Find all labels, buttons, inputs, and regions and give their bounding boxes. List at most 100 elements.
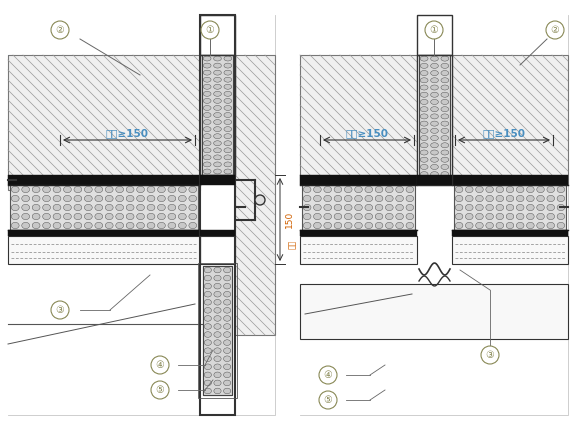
Ellipse shape	[204, 299, 211, 305]
Ellipse shape	[304, 213, 311, 219]
Ellipse shape	[43, 222, 51, 229]
Ellipse shape	[214, 299, 221, 305]
Ellipse shape	[214, 91, 221, 96]
Ellipse shape	[420, 143, 428, 148]
Ellipse shape	[157, 213, 165, 219]
Ellipse shape	[224, 162, 232, 167]
Ellipse shape	[420, 107, 428, 112]
Ellipse shape	[406, 222, 414, 229]
Ellipse shape	[441, 85, 449, 90]
Ellipse shape	[224, 56, 232, 61]
Ellipse shape	[203, 112, 211, 118]
Bar	[8, 230, 200, 236]
Bar	[8, 236, 200, 264]
Ellipse shape	[53, 186, 61, 193]
Ellipse shape	[204, 388, 211, 394]
Circle shape	[481, 346, 499, 364]
Ellipse shape	[137, 213, 145, 219]
Ellipse shape	[53, 222, 61, 229]
Ellipse shape	[355, 204, 362, 211]
Ellipse shape	[214, 120, 221, 124]
Ellipse shape	[203, 162, 211, 167]
Ellipse shape	[95, 222, 103, 229]
Ellipse shape	[223, 308, 231, 313]
Ellipse shape	[85, 213, 92, 219]
Ellipse shape	[214, 141, 221, 146]
Ellipse shape	[375, 204, 383, 211]
Bar	[8, 15, 275, 415]
Ellipse shape	[168, 186, 176, 193]
Ellipse shape	[324, 204, 332, 211]
Ellipse shape	[506, 213, 514, 219]
Ellipse shape	[204, 308, 211, 313]
Ellipse shape	[53, 195, 61, 202]
Ellipse shape	[63, 195, 71, 202]
Ellipse shape	[126, 213, 134, 219]
Ellipse shape	[334, 222, 342, 229]
Ellipse shape	[496, 222, 503, 229]
Ellipse shape	[455, 222, 463, 229]
Ellipse shape	[441, 128, 449, 133]
Bar	[452, 55, 568, 185]
Ellipse shape	[105, 204, 113, 211]
Ellipse shape	[420, 64, 428, 68]
Ellipse shape	[214, 98, 221, 103]
Ellipse shape	[147, 195, 155, 202]
Ellipse shape	[116, 204, 124, 211]
Ellipse shape	[223, 364, 231, 370]
Ellipse shape	[126, 204, 134, 211]
Ellipse shape	[53, 213, 61, 219]
Text: 翻包≥150: 翻包≥150	[483, 128, 525, 138]
Bar	[235, 55, 275, 335]
Bar	[8, 55, 200, 190]
Ellipse shape	[147, 186, 155, 193]
Ellipse shape	[223, 332, 231, 337]
Ellipse shape	[203, 127, 211, 132]
Ellipse shape	[537, 222, 544, 229]
Ellipse shape	[441, 172, 449, 177]
Ellipse shape	[396, 195, 403, 202]
Ellipse shape	[105, 222, 113, 229]
Circle shape	[51, 301, 69, 319]
Ellipse shape	[365, 195, 373, 202]
Ellipse shape	[22, 213, 29, 219]
Ellipse shape	[441, 143, 449, 148]
Bar	[200, 15, 235, 55]
Ellipse shape	[214, 332, 221, 337]
Ellipse shape	[516, 186, 524, 193]
Text: 150: 150	[285, 211, 294, 228]
Ellipse shape	[441, 70, 449, 76]
Circle shape	[151, 356, 169, 374]
Bar	[452, 55, 568, 185]
Ellipse shape	[204, 380, 211, 386]
Ellipse shape	[396, 222, 403, 229]
Circle shape	[51, 21, 69, 39]
Circle shape	[201, 21, 219, 39]
Text: ①: ①	[430, 25, 438, 35]
Ellipse shape	[204, 348, 211, 353]
Text: ⑤: ⑤	[156, 385, 164, 395]
Ellipse shape	[526, 195, 534, 202]
Ellipse shape	[214, 84, 221, 89]
Ellipse shape	[74, 195, 82, 202]
Ellipse shape	[116, 213, 124, 219]
Ellipse shape	[431, 179, 438, 184]
Ellipse shape	[385, 222, 393, 229]
Ellipse shape	[420, 56, 428, 61]
Ellipse shape	[214, 112, 221, 118]
Bar	[235, 55, 275, 335]
Ellipse shape	[214, 340, 221, 346]
Ellipse shape	[547, 204, 555, 211]
Ellipse shape	[526, 204, 534, 211]
Ellipse shape	[547, 222, 555, 229]
Ellipse shape	[223, 372, 231, 378]
Ellipse shape	[74, 213, 82, 219]
Ellipse shape	[95, 213, 103, 219]
Ellipse shape	[223, 316, 231, 321]
Ellipse shape	[304, 204, 311, 211]
Ellipse shape	[365, 213, 373, 219]
Ellipse shape	[441, 107, 449, 112]
Text: 翻包≥150: 翻包≥150	[106, 128, 149, 138]
Ellipse shape	[116, 195, 124, 202]
Ellipse shape	[214, 275, 221, 281]
